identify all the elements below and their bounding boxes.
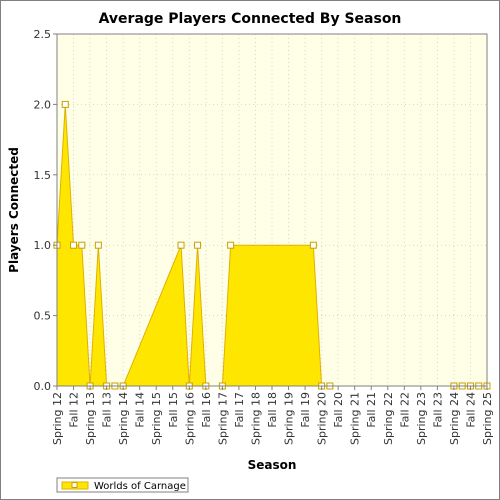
x-tick-label: Spring 19 (283, 392, 296, 445)
y-tick-label: 0.5 (34, 310, 52, 323)
x-tick-label: Spring 17 (216, 392, 229, 445)
x-tick-label: Spring 21 (349, 392, 362, 445)
x-tick-label: Spring 23 (415, 392, 428, 445)
data-point (94, 241, 102, 249)
legend-marker (71, 482, 78, 488)
x-tick-label: Spring 14 (117, 392, 130, 445)
y-axis-label: Players Connected (7, 147, 21, 273)
x-tick-label: Fall 20 (332, 392, 345, 428)
x-tick-label: Fall 12 (68, 392, 81, 428)
x-tick-label: Spring 20 (316, 392, 329, 445)
x-tick-label: Spring 18 (249, 392, 262, 445)
data-point (227, 241, 235, 249)
x-tick-label: Fall 13 (101, 392, 114, 428)
x-tick-label: Fall 14 (134, 392, 147, 428)
x-tick-label: Fall 19 (299, 392, 312, 428)
y-tick-label: 1.5 (34, 169, 52, 182)
data-point (61, 100, 69, 108)
x-tick-label: Spring 15 (150, 392, 163, 445)
chart-title: Average Players Connected By Season (99, 11, 402, 27)
x-tick-label: Fall 21 (365, 392, 378, 428)
y-tick-label: 2.5 (34, 28, 52, 41)
x-tick-label: Fall 23 (431, 392, 444, 428)
x-tick-label: Spring 25 (481, 392, 494, 445)
x-tick-label: Fall 24 (464, 392, 477, 428)
x-tick-label: Fall 18 (266, 392, 279, 428)
y-tick-label: 1.0 (34, 239, 52, 252)
x-axis-label: Season (248, 458, 297, 472)
x-tick-label: Spring 24 (448, 392, 461, 445)
data-point (194, 241, 202, 249)
legend-label: Worlds of Carnage (94, 481, 186, 492)
data-point (78, 241, 86, 249)
y-tick-label: 2.0 (34, 98, 52, 111)
legend-box (56, 477, 189, 493)
x-tick-label: Fall 15 (167, 392, 180, 428)
x-tick-label: Spring 12 (51, 392, 64, 445)
x-tick-label: Fall 17 (233, 392, 246, 428)
data-point (309, 241, 317, 249)
data-point (70, 241, 78, 249)
y-tick-label: 0.0 (34, 380, 52, 393)
x-tick-label: Spring 16 (183, 392, 196, 445)
data-point (177, 241, 185, 249)
x-tick-label: Spring 22 (382, 392, 395, 445)
x-tick-label: Fall 22 (398, 392, 411, 428)
legend: Worlds of Carnage (56, 477, 189, 493)
x-tick-label: Fall 16 (200, 392, 213, 428)
x-tick-label: Spring 13 (84, 392, 97, 445)
